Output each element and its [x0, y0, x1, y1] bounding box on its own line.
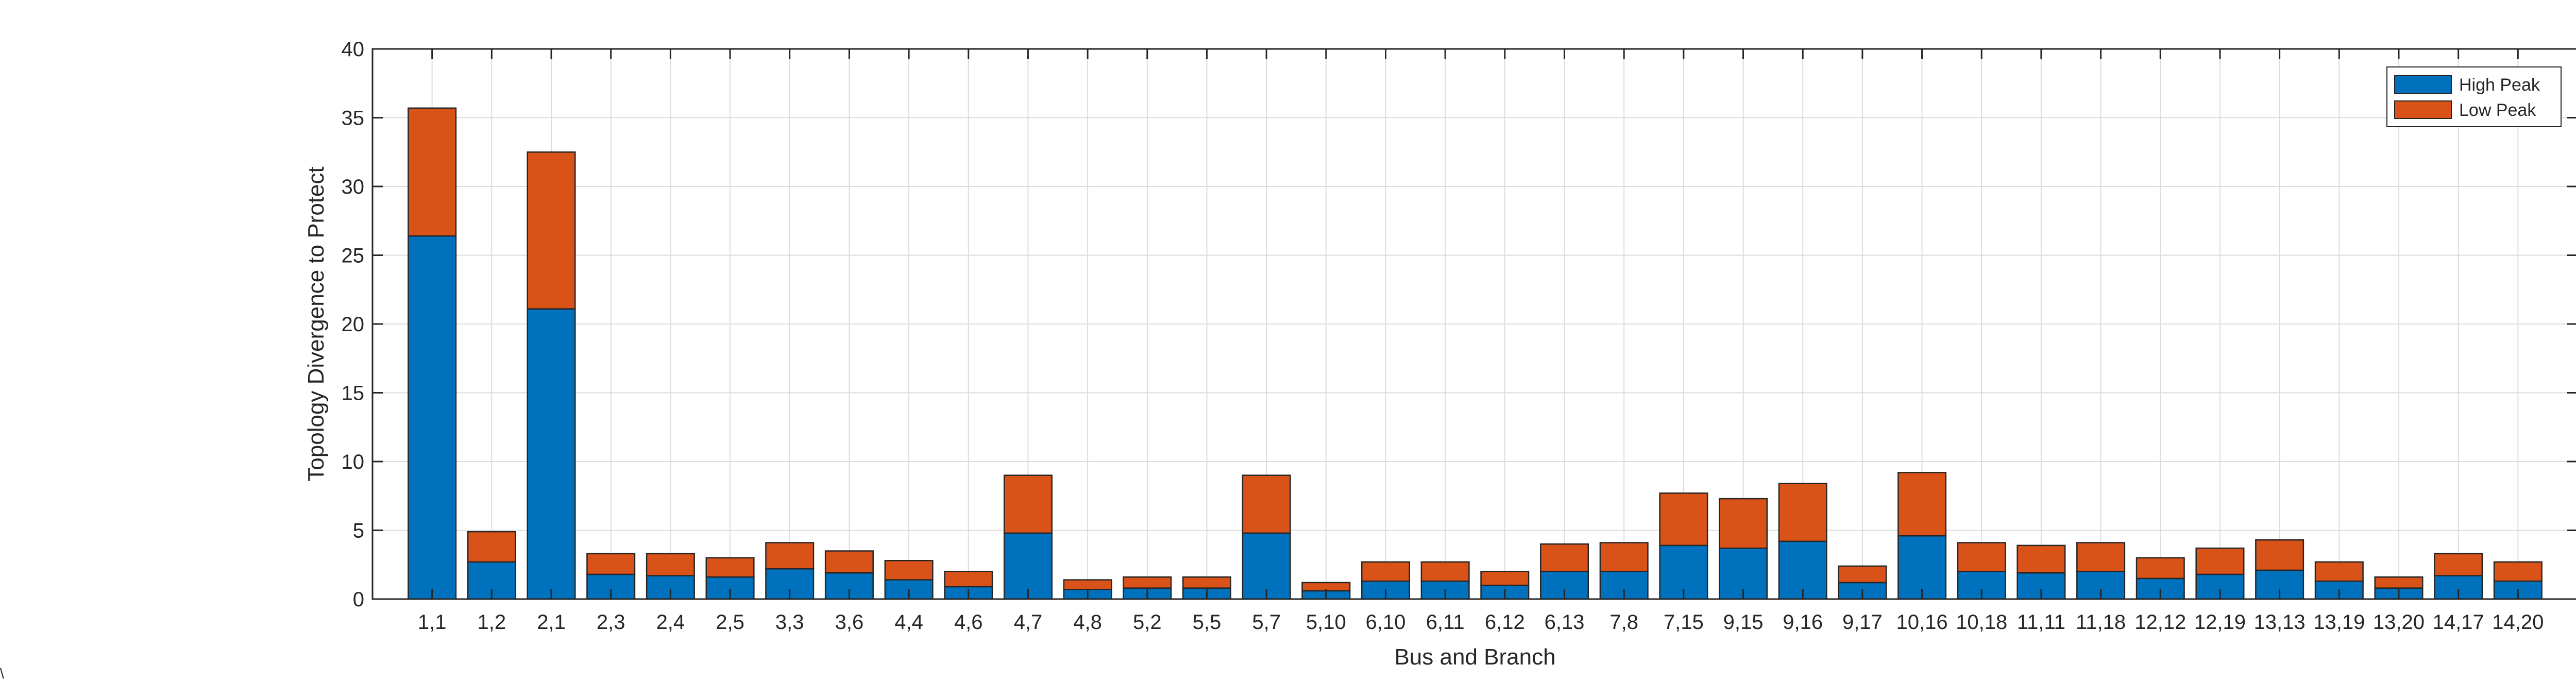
x-tick-label: 6,11 — [1426, 611, 1465, 634]
bar-low-peak — [885, 560, 933, 579]
y-axis-label: Topology Divergence to Protect — [303, 166, 329, 481]
bar-low-peak — [1898, 472, 1946, 536]
bar-low-peak — [587, 554, 635, 574]
bar-low-peak — [647, 554, 694, 576]
legend-swatch-high-peak — [2395, 76, 2451, 93]
y-tick-label: 40 — [342, 38, 365, 61]
bar-low-peak — [2137, 558, 2184, 578]
x-tick-label: 7,15 — [1664, 611, 1704, 634]
x-axis-label: Bus and Branch — [1394, 644, 1555, 670]
x-tick-label: 4,6 — [954, 611, 983, 634]
x-tick-label: 3,6 — [835, 611, 864, 634]
bar-low-peak — [1958, 543, 2006, 572]
bar-low-peak — [528, 152, 575, 309]
x-tick-label: 12,19 — [2194, 611, 2246, 634]
x-tick-label: 1,2 — [478, 611, 506, 634]
y-tick-label: 35 — [342, 107, 365, 130]
x-tick-label: 2,5 — [716, 611, 744, 634]
edge-mark: \ — [0, 666, 4, 682]
x-tick-label: 10,16 — [1896, 611, 1948, 634]
bar-low-peak — [1660, 493, 1708, 545]
bar-low-peak — [1064, 580, 1112, 590]
bar-low-peak — [1839, 566, 1887, 583]
x-tick-label: 11,11 — [2017, 611, 2065, 634]
x-tick-label: 6,12 — [1485, 611, 1525, 634]
y-tick-label: 30 — [342, 176, 365, 198]
x-tick-label: 7,8 — [1609, 611, 1638, 634]
bar-low-peak — [1779, 484, 1827, 541]
bar-low-peak — [2494, 562, 2542, 581]
bar-low-peak — [1124, 577, 1172, 588]
bar-low-peak — [1243, 475, 1291, 533]
x-tick-label: 4,7 — [1014, 611, 1043, 634]
x-tick-label: 14,17 — [2433, 611, 2484, 634]
bar-low-peak — [1481, 572, 1529, 586]
bar-low-peak — [2434, 554, 2482, 576]
bar-low-peak — [944, 572, 992, 587]
x-tick-label: 2,3 — [597, 611, 625, 634]
bar-low-peak — [2375, 577, 2423, 588]
x-tick-label: 9,15 — [1723, 611, 1764, 634]
bar-low-peak — [766, 543, 814, 569]
x-tick-label: 2,1 — [537, 611, 566, 634]
bar-low-peak — [706, 558, 754, 577]
x-tick-label: 9,17 — [1842, 611, 1883, 634]
y-tick-label: 0 — [353, 588, 364, 611]
x-tick-label: 5,5 — [1193, 611, 1222, 634]
bar-low-peak — [1183, 577, 1231, 588]
bar-low-peak — [2018, 545, 2065, 573]
x-tick-label: 11,18 — [2076, 611, 2126, 634]
bar-high-peak — [408, 236, 456, 599]
y-tick-label: 5 — [353, 520, 364, 542]
legend-label-low-peak: Low Peak — [2459, 100, 2536, 120]
bar-low-peak — [1004, 475, 1052, 533]
bar-low-peak — [1540, 544, 1588, 571]
x-tick-label: 4,4 — [894, 611, 923, 634]
x-tick-label: 6,13 — [1545, 611, 1585, 634]
bar-high-peak — [528, 309, 575, 599]
y-tick-label: 10 — [342, 451, 365, 473]
x-tick-label: 6,10 — [1366, 611, 1406, 634]
bar-low-peak — [1362, 562, 1410, 581]
x-tick-label: 1,1 — [418, 611, 447, 634]
x-tick-label: 13,20 — [2373, 611, 2425, 634]
y-tick-label: 15 — [342, 382, 365, 405]
bar-low-peak — [1421, 562, 1469, 581]
bar-low-peak — [2196, 548, 2244, 574]
x-tick-label: 14,20 — [2492, 611, 2544, 634]
x-tick-label: 5,2 — [1133, 611, 1162, 634]
bar-low-peak — [1719, 499, 1767, 548]
x-tick-label: 13,13 — [2254, 611, 2306, 634]
bar-low-peak — [2077, 543, 2125, 572]
bar-low-peak — [2315, 562, 2363, 581]
bar-low-peak — [468, 532, 516, 562]
x-tick-label: 3,3 — [775, 611, 804, 634]
x-tick-label: 9,16 — [1783, 611, 1823, 634]
y-tick-label: 20 — [342, 313, 365, 336]
bar-low-peak — [408, 108, 456, 236]
x-tick-label: 13,19 — [2313, 611, 2365, 634]
bar-low-peak — [825, 551, 873, 573]
legend-swatch-low-peak — [2395, 101, 2451, 118]
bar-low-peak — [1600, 543, 1648, 572]
x-tick-label: 12,12 — [2134, 611, 2186, 634]
x-tick-label: 5,7 — [1252, 611, 1281, 634]
x-tick-label: 5,10 — [1306, 611, 1346, 634]
legend: High Peak Low Peak — [2387, 67, 2561, 127]
x-tick-label: 2,4 — [656, 611, 685, 634]
x-tick-label: 4,8 — [1073, 611, 1102, 634]
legend-label-high-peak: High Peak — [2459, 75, 2540, 95]
y-tick-label: 25 — [342, 245, 365, 267]
bar-low-peak — [2256, 540, 2303, 570]
x-tick-label: 10,18 — [1956, 611, 2007, 634]
